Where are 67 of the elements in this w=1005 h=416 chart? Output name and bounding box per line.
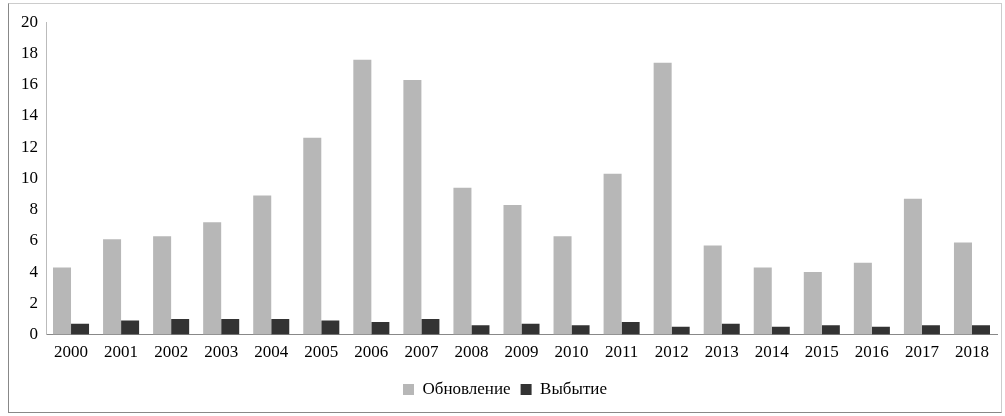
bar xyxy=(921,325,940,335)
bar xyxy=(521,323,540,335)
x-tick-label: 2002 xyxy=(154,342,189,362)
x-tick-label: 2011 xyxy=(604,342,639,362)
x-tick-label: 2008 xyxy=(454,342,489,362)
x-tick-label: 2007 xyxy=(404,342,439,362)
y-tick-label: 16 xyxy=(21,74,38,94)
y-tick-label: 14 xyxy=(21,105,39,125)
bar xyxy=(721,323,740,335)
x-tick-label: 2006 xyxy=(354,342,389,362)
bar xyxy=(753,267,772,335)
y-tick-label: 12 xyxy=(21,136,38,156)
x-tick-label: 2000 xyxy=(54,342,89,362)
bar xyxy=(203,222,222,335)
x-tick-label: 2015 xyxy=(804,342,839,362)
bar xyxy=(403,79,422,335)
bar xyxy=(153,236,172,335)
x-tick-label: 2014 xyxy=(754,342,790,362)
bar xyxy=(603,173,622,335)
y-tick-label: 8 xyxy=(29,199,38,219)
bar xyxy=(53,267,72,335)
y-tick-label: 4 xyxy=(29,261,39,281)
y-tick-label: 0 xyxy=(29,324,38,344)
bar xyxy=(453,187,472,335)
x-tick-label: 2010 xyxy=(554,342,589,362)
bar xyxy=(553,236,572,335)
bar xyxy=(303,137,322,335)
bar xyxy=(803,272,822,335)
legend-label: Обновление xyxy=(422,378,511,398)
bar xyxy=(621,322,640,335)
legend-label: Выбытие xyxy=(540,378,607,398)
y-tick-label: 6 xyxy=(29,230,38,250)
x-tick-label: 2016 xyxy=(854,342,889,362)
y-tick-label: 20 xyxy=(21,11,38,31)
x-tick-label: 2009 xyxy=(504,342,539,362)
bar xyxy=(171,318,190,335)
y-tick-label: 10 xyxy=(21,167,38,187)
bar xyxy=(471,325,490,335)
bar xyxy=(653,62,672,335)
bar xyxy=(271,318,290,335)
bar xyxy=(703,245,722,335)
bar xyxy=(421,318,440,335)
bar xyxy=(953,242,972,335)
x-tick-label: 2013 xyxy=(704,342,739,362)
bar xyxy=(253,195,272,335)
bar xyxy=(903,198,922,335)
x-tick-label: 2018 xyxy=(954,342,989,362)
x-tick-label: 2005 xyxy=(304,342,339,362)
bar xyxy=(221,318,240,335)
bar xyxy=(971,325,990,335)
bar xyxy=(121,320,140,335)
bar xyxy=(503,204,522,335)
bar xyxy=(71,323,90,335)
x-tick-label: 2004 xyxy=(254,342,289,362)
y-tick-label: 2 xyxy=(29,292,38,312)
bar xyxy=(853,262,872,335)
x-tick-label: 2003 xyxy=(204,342,239,362)
x-tick-label: 2001 xyxy=(104,342,139,362)
bar xyxy=(103,239,122,335)
y-tick-label: 18 xyxy=(21,42,38,62)
bar xyxy=(571,325,590,335)
bar xyxy=(321,320,340,335)
bar xyxy=(353,59,372,335)
x-tick-label: 2012 xyxy=(654,342,689,362)
bar xyxy=(371,322,390,335)
x-tick-label: 2017 xyxy=(904,342,940,362)
bar xyxy=(821,325,840,335)
